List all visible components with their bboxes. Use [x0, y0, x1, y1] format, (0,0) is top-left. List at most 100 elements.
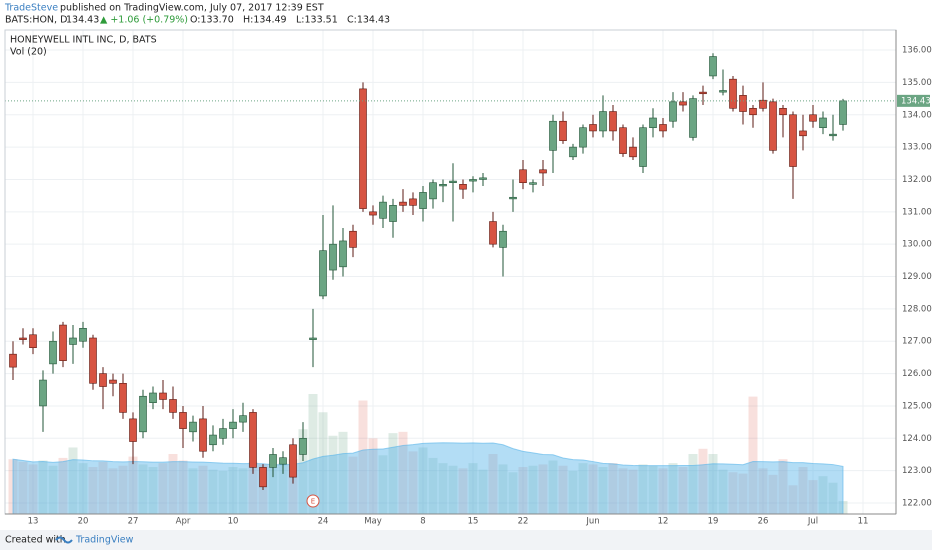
candle-body	[649, 117, 657, 129]
y-tick-label: 133.00	[902, 143, 932, 153]
last-price-box	[897, 94, 930, 107]
candle-body	[769, 101, 777, 151]
volume-bar	[798, 467, 808, 514]
candle-body	[629, 146, 637, 158]
candle-body	[839, 100, 847, 125]
x-tick-label: 27	[128, 517, 139, 527]
x-tick-label: Jul	[807, 517, 818, 527]
volume-bar	[178, 460, 188, 514]
candle-body	[529, 182, 537, 185]
volume-bar	[508, 472, 518, 514]
volume-bar	[808, 480, 818, 514]
candle-body	[119, 382, 127, 413]
x-tick-label: 22	[518, 517, 529, 527]
candle-body	[399, 201, 407, 206]
volume-bar	[768, 474, 778, 514]
volume-bar	[558, 465, 568, 514]
candle-body	[579, 127, 587, 148]
open: O:133.70	[190, 15, 234, 26]
volume-bar	[198, 465, 208, 514]
x-tick-label: 12	[658, 517, 669, 527]
candle-body	[99, 373, 107, 387]
symbol: BATS:HON, D	[5, 15, 67, 26]
volume-bar	[638, 464, 648, 514]
volume-bar	[738, 473, 748, 514]
volume-bar	[458, 468, 468, 514]
candle-body	[779, 107, 787, 116]
volume-bar	[108, 468, 118, 514]
volume-bar	[648, 465, 658, 514]
low: L:133.51	[296, 15, 338, 26]
volume-bar	[368, 438, 378, 514]
volume-bar	[568, 470, 578, 514]
candle-body	[249, 412, 257, 468]
candle-body	[379, 201, 387, 219]
volume-bar	[338, 431, 348, 514]
candle-body	[159, 392, 167, 400]
volume-bar	[58, 457, 68, 514]
high: H:134.49	[243, 15, 287, 26]
footer-brand[interactable]: TradingView	[75, 535, 134, 546]
candle-body	[369, 211, 377, 216]
volume-bar	[148, 467, 158, 514]
y-tick-label: 122.00	[902, 499, 932, 509]
candle-body	[509, 196, 517, 200]
candle-body	[349, 230, 357, 248]
candle-body	[639, 127, 647, 167]
volume-bar	[418, 447, 428, 514]
volume-bar	[88, 467, 98, 514]
candle-body	[409, 198, 417, 206]
candle-body	[329, 243, 337, 271]
volume-bar	[268, 467, 278, 514]
candle-body	[559, 120, 567, 141]
volume-bar	[828, 482, 838, 514]
candle-body	[699, 91, 707, 95]
volume-bar	[328, 435, 338, 514]
volume-bar	[388, 433, 398, 514]
x-tick-label: May	[364, 517, 382, 527]
volume-bar	[658, 468, 668, 514]
volume-bar	[288, 459, 298, 514]
candle-body	[289, 444, 297, 478]
volume-bar	[228, 467, 238, 514]
volume-bar	[28, 464, 38, 514]
candle-body	[519, 169, 527, 184]
volume-bar	[688, 454, 698, 514]
volume-bar	[278, 463, 288, 514]
volume-bar	[478, 469, 488, 514]
volume-label: Vol (20)	[10, 47, 47, 58]
candle-body	[309, 337, 317, 340]
y-tick-label: 130.00	[902, 240, 932, 250]
candle-body	[439, 184, 447, 187]
candle-body	[279, 457, 287, 465]
candle-body	[419, 192, 427, 209]
author[interactable]: TradeSteve	[4, 3, 58, 14]
volume-bar	[98, 461, 108, 514]
x-tick-label: 13	[28, 517, 39, 527]
published: published on TradingView.com, July 07, 2…	[60, 3, 324, 14]
volume-bar	[308, 394, 318, 514]
candle-body	[499, 230, 507, 248]
chart-title: HONEYWELL INTL INC, D, BATS	[10, 35, 157, 46]
volume-bar	[248, 461, 258, 514]
last-price-label: 134.43	[901, 96, 931, 106]
candle-body	[339, 240, 347, 268]
candle-body	[39, 379, 47, 407]
candle-body	[469, 179, 477, 182]
volume-bar	[528, 465, 538, 514]
candle-body	[549, 120, 557, 151]
y-tick-label: 127.00	[902, 337, 932, 347]
candle-body	[229, 421, 237, 429]
candle-body	[569, 146, 577, 158]
volume-bar	[698, 448, 708, 514]
candle-body	[319, 250, 327, 297]
volume-bar	[438, 463, 448, 514]
candle-body	[209, 434, 217, 446]
candle-body	[109, 379, 117, 384]
y-tick-label: 128.00	[902, 304, 932, 314]
candle-body	[729, 78, 737, 109]
candle-body	[79, 327, 87, 342]
candle-body	[139, 395, 147, 433]
